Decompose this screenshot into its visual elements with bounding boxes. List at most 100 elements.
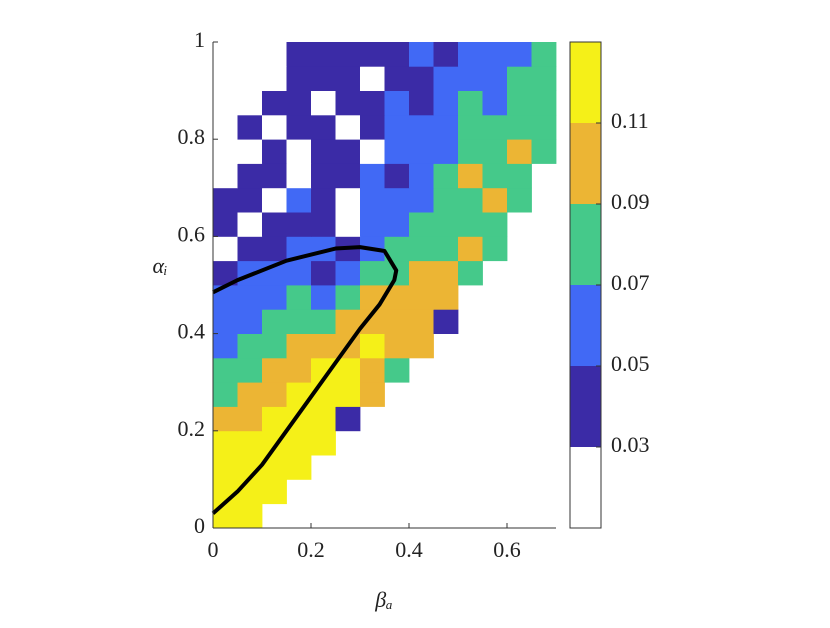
heatmap-cell bbox=[482, 236, 508, 262]
colorbar-tick-label: 0.07 bbox=[611, 270, 650, 295]
heatmap-cell bbox=[360, 42, 385, 67]
heatmap-cell bbox=[311, 309, 336, 334]
heatmap-cell bbox=[262, 66, 287, 91]
heatmap-cell bbox=[335, 163, 361, 189]
heatmap-cell bbox=[286, 90, 312, 116]
heatmap-cell bbox=[384, 42, 410, 67]
heatmap-cell bbox=[384, 114, 410, 140]
heatmap-cell bbox=[507, 139, 532, 164]
heatmap-cell bbox=[531, 42, 557, 67]
heatmap-cell bbox=[311, 139, 336, 164]
heatmap-cell bbox=[311, 163, 336, 189]
heatmap-cell bbox=[507, 114, 532, 140]
heatmap-cell bbox=[286, 163, 312, 189]
heatmap-cell bbox=[384, 90, 410, 116]
heatmap-cell bbox=[458, 66, 483, 91]
heatmap-cell bbox=[482, 163, 508, 189]
heatmap-cell bbox=[237, 139, 263, 164]
heatmap-cell bbox=[311, 430, 336, 456]
heatmap-cell bbox=[360, 187, 385, 213]
heatmap-cell bbox=[262, 406, 287, 432]
heatmap-cell bbox=[458, 42, 483, 67]
heatmap-cell bbox=[237, 503, 263, 529]
heatmap-cell bbox=[237, 479, 263, 505]
y-axis-label: αᵢ bbox=[152, 253, 167, 278]
heatmap-cell bbox=[482, 90, 508, 116]
heatmap-cell bbox=[213, 357, 238, 383]
heatmap-cell bbox=[360, 66, 385, 91]
heatmap-cell bbox=[458, 90, 483, 116]
heatmap-cell bbox=[360, 114, 385, 140]
heatmap-cell bbox=[384, 187, 410, 213]
heatmap-cell bbox=[360, 139, 385, 164]
heatmap-cell bbox=[531, 114, 557, 140]
colorbar-band bbox=[570, 204, 601, 285]
heatmap-cell bbox=[433, 260, 459, 286]
heatmap-cell bbox=[286, 187, 312, 213]
heatmap-cell bbox=[433, 236, 459, 262]
heatmap-cell bbox=[433, 285, 459, 310]
heatmap-cell bbox=[384, 163, 410, 189]
heatmap-cell bbox=[409, 333, 434, 359]
heatmap-cell bbox=[507, 42, 532, 67]
heatmap-cell bbox=[482, 212, 508, 237]
heatmap-cell bbox=[409, 260, 434, 286]
heatmap-cell bbox=[213, 406, 238, 432]
heatmap-cell bbox=[213, 430, 238, 456]
colorbar-band bbox=[570, 366, 601, 447]
x-tick-label: 0 bbox=[208, 537, 219, 562]
heatmap-cell bbox=[409, 139, 434, 164]
heatmap-cell bbox=[237, 90, 263, 116]
y-tick-label: 0.4 bbox=[178, 319, 206, 344]
colorbar-tick-label: 0.09 bbox=[611, 189, 650, 214]
heatmap-cell bbox=[335, 260, 361, 286]
heatmap-cell bbox=[311, 333, 336, 359]
heatmap-cell bbox=[262, 479, 287, 505]
heatmap-cell bbox=[433, 90, 459, 116]
heatmap-cell bbox=[433, 163, 459, 189]
colorbar-tick-label: 0.03 bbox=[611, 432, 650, 457]
y-tick-label: 0 bbox=[194, 513, 205, 538]
heatmap-cell bbox=[409, 42, 434, 67]
heatmap-cell bbox=[531, 139, 557, 164]
heatmap-cell bbox=[311, 66, 336, 91]
x-axis-label: βₐ bbox=[374, 587, 392, 612]
heatmap-cell bbox=[213, 382, 238, 407]
heatmap-cell bbox=[335, 285, 361, 310]
colorbar-band bbox=[570, 447, 601, 528]
heatmap-cell bbox=[384, 357, 410, 383]
heatmap-cell bbox=[409, 163, 434, 189]
colorbar-band bbox=[570, 285, 601, 366]
heatmap-cell bbox=[262, 357, 287, 383]
heatmap-cell bbox=[237, 285, 263, 310]
heatmap-cell bbox=[237, 236, 263, 262]
heatmap-cell bbox=[409, 66, 434, 91]
heatmap-cell bbox=[433, 212, 459, 237]
heatmap-cell bbox=[482, 139, 508, 164]
heatmap-cell bbox=[286, 42, 312, 67]
heatmap-cell bbox=[262, 139, 287, 164]
heatmap-cell bbox=[433, 114, 459, 140]
heatmap-cell bbox=[262, 309, 287, 334]
heatmap-cell bbox=[360, 260, 385, 286]
heatmap-cell bbox=[384, 66, 410, 91]
heatmap-cell bbox=[213, 236, 238, 262]
heatmap-cell bbox=[262, 285, 287, 310]
heatmap-cell bbox=[458, 114, 483, 140]
heatmap-cell bbox=[237, 357, 263, 383]
heatmap-cell bbox=[433, 309, 459, 334]
heatmap-cell bbox=[531, 90, 557, 116]
heatmap-cell bbox=[433, 139, 459, 164]
heatmap-cell bbox=[458, 163, 483, 189]
heatmap-cell bbox=[237, 187, 263, 213]
heatmap-cell bbox=[482, 114, 508, 140]
x-tick-label: 0.6 bbox=[493, 537, 521, 562]
heatmap-cell bbox=[237, 333, 263, 359]
heatmap-cell bbox=[384, 333, 410, 359]
x-tick-label: 0.4 bbox=[395, 537, 423, 562]
heatmap-cell bbox=[335, 212, 361, 237]
heatmap-cell bbox=[237, 382, 263, 407]
heatmap-cell bbox=[237, 430, 263, 456]
heatmap-cell bbox=[213, 187, 238, 213]
colorbar-band bbox=[570, 42, 601, 123]
